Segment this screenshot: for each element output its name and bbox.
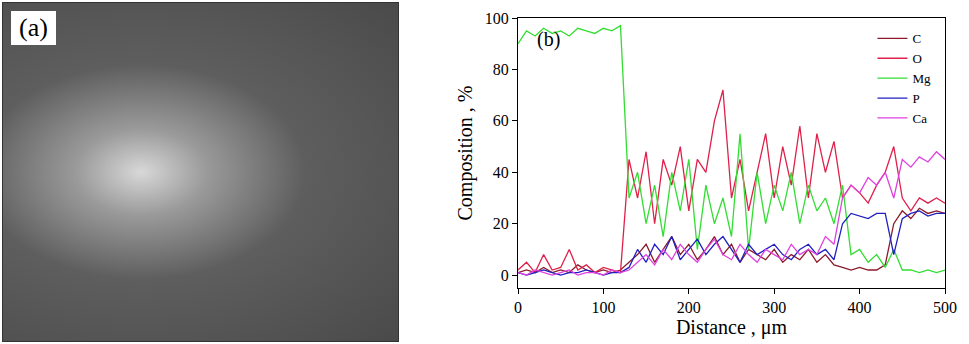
svg-text:300: 300 [762,299,786,316]
svg-text:40: 40 [493,164,509,181]
html-text:(a): (a) [19,13,48,42]
svg-text:100: 100 [485,10,509,27]
svg-text:Mg: Mg [912,71,931,86]
svg-text:P: P [912,91,919,106]
svg-text:100: 100 [591,299,615,316]
svg-text:Ca: Ca [912,111,927,126]
svg-text:0: 0 [501,267,509,284]
svg-text:500: 500 [933,299,957,316]
svg-text:200: 200 [677,299,701,316]
svg-text:80: 80 [493,61,509,78]
svg-text:(b): (b) [537,28,560,51]
svg-text:20: 20 [493,215,509,232]
svg-text:60: 60 [493,112,509,129]
svg-text:O: O [912,51,921,66]
svg-text:Distance , μm: Distance , μm [676,316,788,339]
svg-text:400: 400 [848,299,872,316]
svg-text:C: C [912,31,921,46]
svg-text:0: 0 [514,299,522,316]
svg-text:Composition , %: Composition , % [454,85,477,220]
